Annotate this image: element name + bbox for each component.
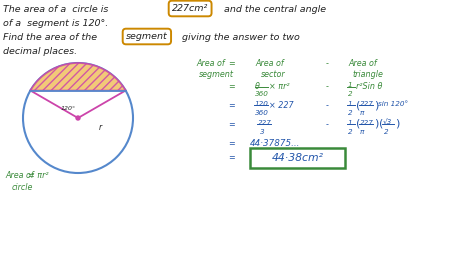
Text: segment: segment xyxy=(126,32,168,41)
Text: (: ( xyxy=(379,119,383,129)
Text: segment: segment xyxy=(199,70,234,79)
Text: 2: 2 xyxy=(348,129,353,135)
Text: (: ( xyxy=(356,100,360,110)
Text: π: π xyxy=(360,110,365,116)
Bar xyxy=(250,148,345,168)
Text: = πr²: = πr² xyxy=(28,171,49,180)
Text: =: = xyxy=(228,59,235,68)
Text: Area of: Area of xyxy=(5,171,34,180)
Text: =: = xyxy=(228,153,235,162)
Text: π: π xyxy=(360,129,365,135)
Text: -: - xyxy=(326,120,329,129)
Text: -: - xyxy=(326,101,329,110)
Text: triangle: triangle xyxy=(352,70,383,79)
Text: ): ) xyxy=(374,100,378,110)
Text: 3: 3 xyxy=(260,129,264,135)
Text: Find the area of the: Find the area of the xyxy=(3,33,97,42)
Text: sin 120°: sin 120° xyxy=(378,101,408,107)
Text: Area of: Area of xyxy=(196,59,225,68)
Polygon shape xyxy=(30,63,126,90)
Text: Area of: Area of xyxy=(348,59,377,68)
Text: The area of a  circle is: The area of a circle is xyxy=(3,5,109,14)
Text: 227cm²: 227cm² xyxy=(172,4,208,13)
Text: decimal places.: decimal places. xyxy=(3,47,77,56)
Text: circle: circle xyxy=(12,183,33,192)
Text: ): ) xyxy=(395,119,400,129)
Circle shape xyxy=(76,116,80,120)
Text: -: - xyxy=(326,59,329,68)
Text: sector: sector xyxy=(261,70,286,79)
Text: × 227: × 227 xyxy=(269,101,293,110)
Text: ): ) xyxy=(374,119,378,129)
Text: 1: 1 xyxy=(348,82,353,88)
Text: 2: 2 xyxy=(384,129,389,135)
Text: 44·38cm²: 44·38cm² xyxy=(272,153,323,163)
Text: of a  segment is 120°.: of a segment is 120°. xyxy=(3,19,108,28)
Text: 1: 1 xyxy=(348,120,353,126)
Text: (: ( xyxy=(356,119,360,129)
Text: -: - xyxy=(326,82,329,91)
Text: 120: 120 xyxy=(255,101,269,107)
Text: 44·37875...: 44·37875... xyxy=(250,139,301,148)
Text: 227: 227 xyxy=(360,101,374,107)
Text: 227: 227 xyxy=(360,120,374,126)
Text: 120°: 120° xyxy=(61,106,75,110)
Text: =: = xyxy=(228,120,235,129)
Text: =: = xyxy=(228,82,235,91)
Text: and the central angle: and the central angle xyxy=(224,5,326,14)
Text: Area of: Area of xyxy=(255,59,284,68)
Text: 2: 2 xyxy=(348,91,353,97)
Text: r²Sin θ: r²Sin θ xyxy=(356,82,383,91)
Text: 227: 227 xyxy=(258,120,272,126)
Text: giving the answer to two: giving the answer to two xyxy=(182,33,300,42)
Text: 360: 360 xyxy=(255,91,269,97)
Text: θ: θ xyxy=(255,82,260,91)
Text: r: r xyxy=(99,123,101,132)
Text: 2: 2 xyxy=(348,110,353,116)
Text: 1: 1 xyxy=(348,101,353,107)
Text: =: = xyxy=(228,101,235,110)
Text: =: = xyxy=(228,139,235,148)
Text: 360: 360 xyxy=(255,110,269,116)
Text: √3: √3 xyxy=(383,120,392,126)
Text: × πr²: × πr² xyxy=(269,82,290,91)
